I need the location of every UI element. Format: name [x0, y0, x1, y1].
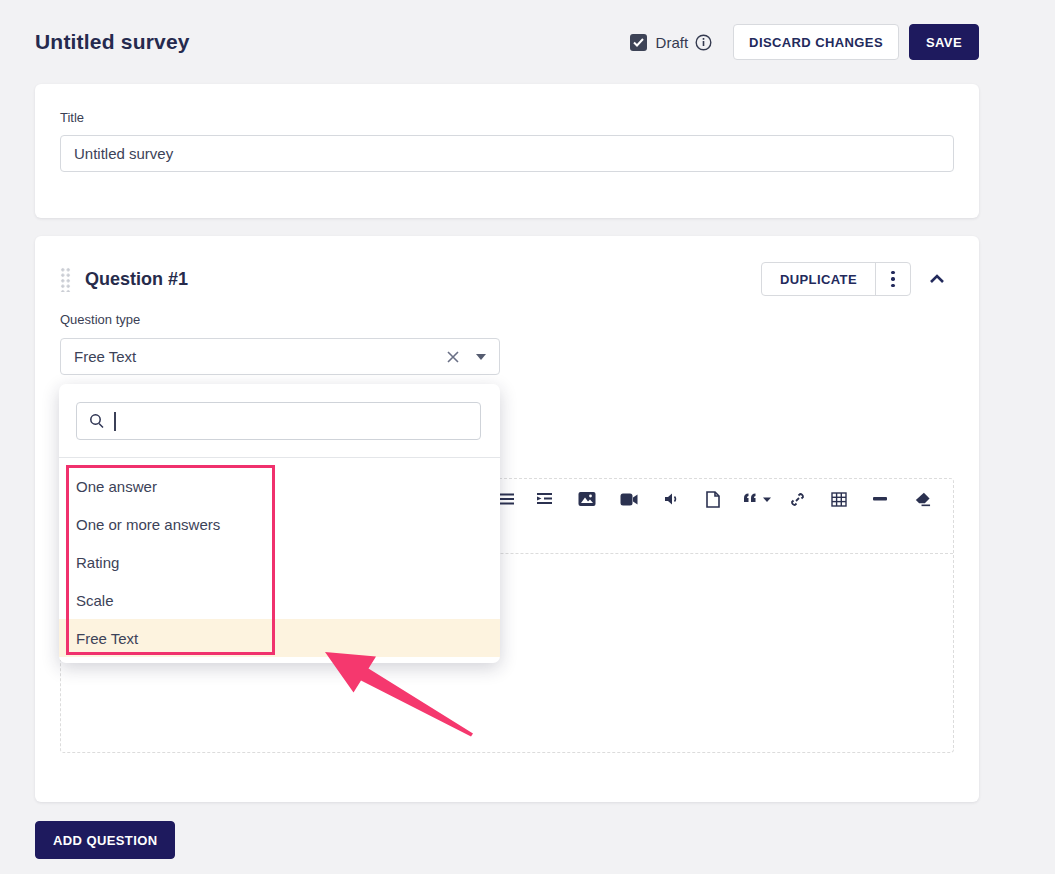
quote-icon[interactable]: [742, 490, 774, 508]
horizontal-rule-icon[interactable]: [871, 490, 889, 508]
image-icon[interactable]: [578, 490, 596, 508]
question-type-label: Question type: [60, 312, 140, 327]
dropdown-search-input[interactable]: [76, 402, 481, 440]
draft-checkbox[interactable]: [630, 34, 647, 51]
topbar-actions: Draft DISCARD CHANGES SAVE: [630, 24, 979, 60]
eraser-icon[interactable]: [913, 490, 931, 508]
save-button[interactable]: SAVE: [909, 24, 979, 60]
drag-handle-icon[interactable]: [60, 267, 71, 292]
title-field-label: Title: [60, 110, 954, 125]
survey-title-input[interactable]: [60, 135, 954, 172]
video-icon[interactable]: [620, 490, 638, 508]
audio-icon[interactable]: [662, 490, 680, 508]
info-icon[interactable]: [695, 34, 712, 51]
question-header: Question #1 DUPLICATE: [60, 236, 954, 296]
draft-toggle[interactable]: Draft: [630, 34, 713, 51]
discard-changes-button[interactable]: DISCARD CHANGES: [733, 24, 899, 60]
page-title: Untitled survey: [35, 30, 190, 54]
link-icon[interactable]: [788, 490, 806, 508]
add-question-button[interactable]: ADD QUESTION: [35, 821, 175, 859]
table-icon[interactable]: [830, 490, 848, 508]
question-type-value: Free Text: [74, 348, 136, 365]
collapse-chevron-up-icon[interactable]: [929, 274, 945, 284]
align-justify-icon[interactable]: [498, 490, 516, 508]
search-icon: [89, 413, 105, 429]
text-cursor: [114, 412, 116, 431]
question-type-select[interactable]: Free Text: [60, 338, 500, 375]
duplicate-button-group: DUPLICATE: [761, 262, 911, 296]
clear-selection-icon[interactable]: [446, 350, 460, 364]
topbar: Untitled survey Draft DISCARD CHANGES SA…: [35, 0, 979, 84]
annotation-rectangle: [66, 465, 275, 655]
survey-editor-page: Untitled survey Draft DISCARD CHANGES SA…: [0, 0, 1055, 859]
draft-label: Draft: [656, 34, 689, 51]
dropdown-caret-icon[interactable]: [476, 354, 486, 360]
question-title: Question #1: [85, 269, 188, 290]
file-icon[interactable]: [704, 490, 722, 508]
duplicate-button[interactable]: DUPLICATE: [762, 263, 875, 295]
question-card: Question #1 DUPLICATE Question type Free…: [35, 236, 979, 802]
kebab-menu-button[interactable]: [876, 263, 910, 295]
indent-icon[interactable]: [535, 490, 553, 508]
survey-title-card: Title: [35, 84, 979, 218]
